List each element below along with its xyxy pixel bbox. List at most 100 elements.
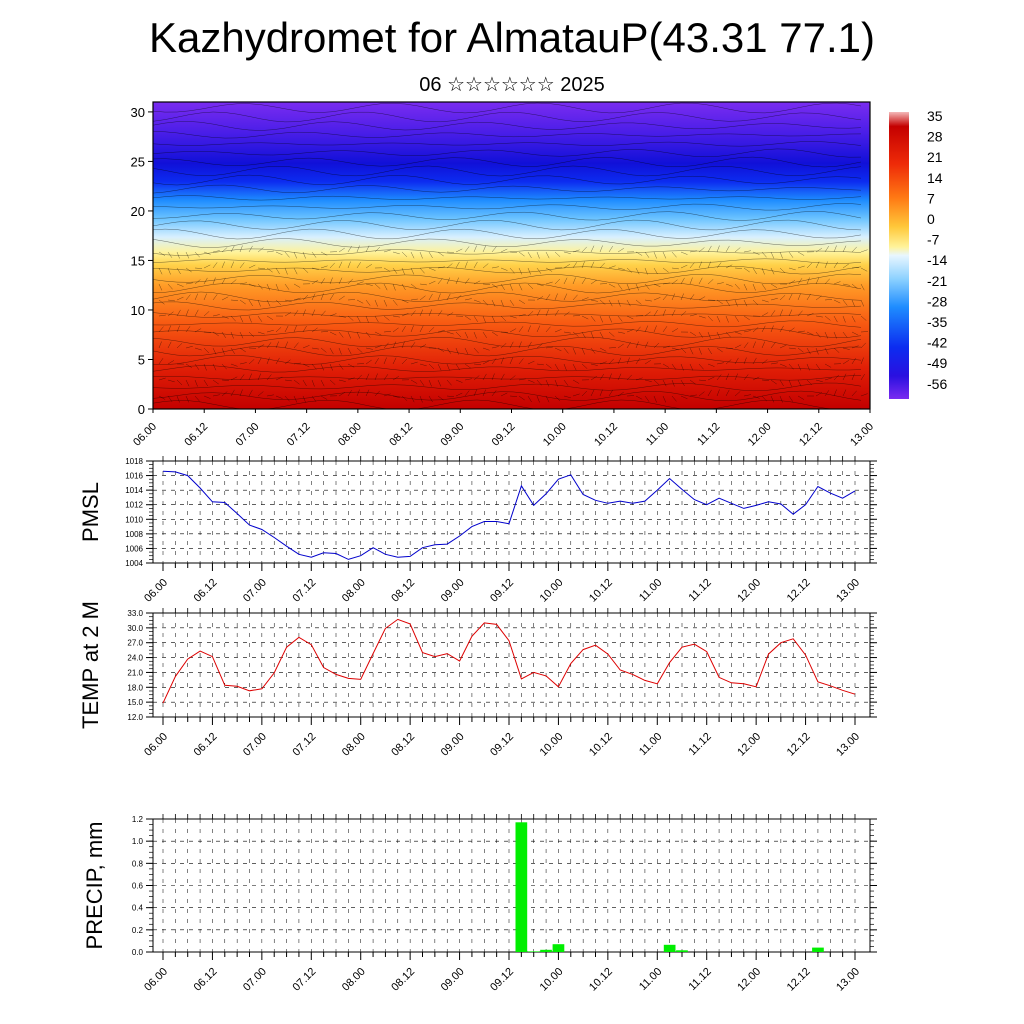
wind-barb (851, 331, 859, 336)
y-tick-label: 15.0 (127, 698, 143, 707)
wind-barb (608, 358, 614, 365)
wind-barb (689, 394, 697, 397)
wind-barb (680, 264, 688, 269)
wind-barb (779, 344, 787, 349)
wind-barb (689, 314, 697, 317)
wind-barb (815, 295, 822, 301)
wind-barb (203, 277, 208, 285)
wind-barb (428, 251, 433, 259)
wind-barb (329, 293, 334, 301)
wind-barb (599, 361, 607, 365)
wind-barb (194, 395, 200, 402)
wind-barb (617, 315, 623, 322)
x-tick-label: 11.12 (686, 966, 713, 993)
wind-barb (446, 379, 452, 386)
wind-barb (644, 379, 652, 382)
wind-barb (248, 373, 252, 381)
wind-barb (644, 283, 650, 290)
wind-barb (689, 277, 693, 285)
wind-barb (257, 315, 263, 322)
wind-barb (347, 245, 352, 253)
wind-barb (716, 347, 723, 353)
x-tick-label: 11.12 (686, 731, 713, 758)
wind-barb (554, 293, 558, 301)
wind-barb (788, 395, 794, 402)
wind-barb (851, 283, 858, 289)
wind-barb (203, 379, 208, 387)
wind-barb (284, 379, 292, 382)
wind-barb (167, 395, 173, 402)
wind-barb (698, 391, 705, 397)
wind-barb (572, 277, 576, 285)
precip-bar (515, 822, 528, 952)
wind-barb (428, 267, 436, 271)
x-tick-label: 10.12 (587, 966, 615, 994)
wind-barb (572, 249, 580, 253)
wind-barb (320, 278, 326, 285)
wind-barb (536, 267, 542, 274)
wind-barb (428, 363, 435, 370)
wind-barb (563, 277, 568, 285)
wind-barb (203, 311, 210, 317)
y-tick-label: 1.2 (132, 815, 144, 824)
wind-barb (599, 262, 605, 269)
x-tick-label: 09.12 (488, 966, 516, 994)
wind-barb (239, 315, 244, 323)
colorbar-label: -42 (927, 335, 947, 351)
wind-barb (509, 267, 515, 274)
wind-barb (833, 281, 841, 285)
wind-barb (347, 347, 352, 355)
wind-barb (509, 341, 514, 349)
wind-barb (203, 347, 210, 354)
wind-barb (221, 247, 228, 253)
wind-barb (509, 251, 518, 254)
wind-barb (482, 315, 486, 323)
chart-title: Kazhydromet for AlmatauP(43.31 77.1) (148, 14, 876, 61)
x-tick-label: 13.00 (834, 966, 862, 994)
wind-barb (743, 357, 747, 365)
wind-barb (257, 299, 261, 307)
wind-barb (347, 363, 355, 368)
colorbar-label: 14 (927, 170, 943, 186)
wind-barb (698, 379, 707, 382)
wind-barb (401, 251, 408, 258)
wind-barb (401, 313, 409, 317)
wind-barb (185, 282, 193, 285)
wind-barb (284, 359, 291, 365)
plot-frame (152, 818, 871, 953)
wind-barb (230, 331, 234, 339)
wind-barb (590, 331, 594, 339)
wind-barb (617, 357, 622, 365)
wind-barb (383, 249, 391, 253)
wind-barb (644, 299, 652, 302)
wind-barb (752, 251, 760, 255)
wind-streamline (153, 121, 862, 131)
wind-barb (815, 363, 821, 370)
wind-barb (392, 267, 398, 274)
wind-barb (248, 283, 256, 287)
wind-barb (698, 277, 703, 285)
wind-barb (851, 345, 859, 349)
wind-barb (743, 299, 748, 307)
wind-barb (662, 326, 668, 333)
wind-barb (482, 331, 488, 339)
wind-barb (860, 331, 869, 333)
wind-barb (779, 363, 787, 367)
wind-barb (788, 251, 794, 258)
wind-barb (239, 262, 245, 269)
wind-barb (653, 297, 661, 301)
wind-barb (239, 299, 246, 305)
wind-barb (365, 315, 369, 323)
wind-barb (617, 299, 621, 307)
wind-barb (500, 299, 504, 307)
wind-barb (518, 378, 526, 381)
cross-section-x-axis: 06.00 06.12 07.00 07.12 08.00 08.12 09.00 09.12… (131, 409, 876, 449)
wind-barb (599, 331, 604, 339)
wind-barb (716, 315, 721, 323)
wind-barb (392, 357, 397, 365)
wind-barb (788, 347, 796, 350)
wind-barb (842, 263, 849, 269)
wind-barb (734, 299, 738, 307)
wind-barb (473, 389, 478, 397)
wind-barb (779, 267, 786, 274)
